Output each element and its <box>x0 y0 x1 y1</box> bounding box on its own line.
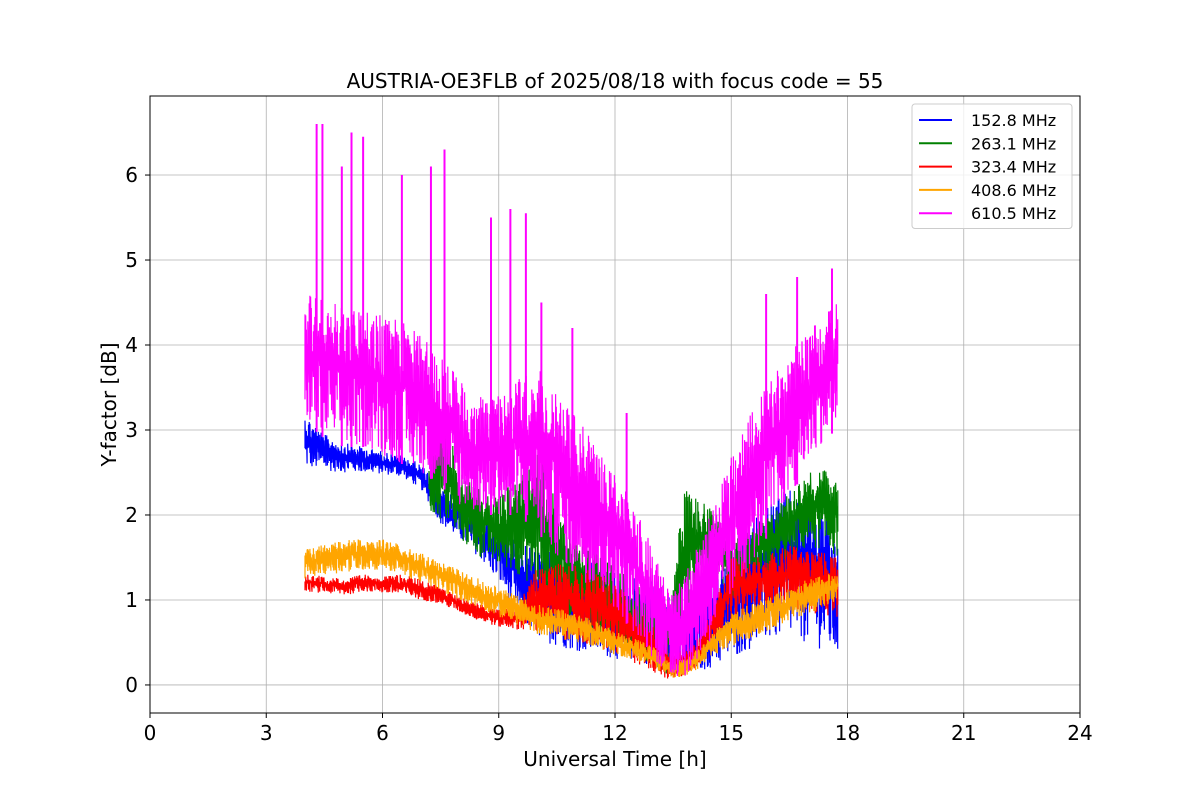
chart-title: AUSTRIA-OE3FLB of 2025/08/18 with focus … <box>347 69 884 93</box>
legend-label: 323.4 MHz <box>971 158 1056 177</box>
y-tick-label: 5 <box>125 248 138 272</box>
series-line <box>304 539 839 678</box>
series-path <box>304 539 839 678</box>
series-line <box>304 545 839 679</box>
x-axis-label: Universal Time [h] <box>523 747 706 771</box>
y-tick-label: 4 <box>125 333 138 357</box>
legend-label: 610.5 MHz <box>971 204 1056 223</box>
y-axis-label: Y-factor [dB] <box>97 342 121 467</box>
legend-label: 408.6 MHz <box>971 181 1056 200</box>
x-tick-label: 21 <box>951 721 976 745</box>
x-tick-label: 12 <box>602 721 627 745</box>
x-tick-label: 3 <box>260 721 273 745</box>
y-tick-label: 1 <box>125 588 138 612</box>
x-tick-label: 6 <box>376 721 389 745</box>
legend-label: 263.1 MHz <box>971 134 1056 153</box>
y-tick-label: 3 <box>125 418 138 442</box>
y-tick-label: 0 <box>125 673 138 697</box>
legend: 152.8 MHz 263.1 MHz 323.4 MHz 408.6 MHz 610.… <box>911 103 1073 229</box>
y-tick-label: 2 <box>125 503 138 527</box>
x-tick-label: 15 <box>719 721 744 745</box>
legend-label: 152.8 MHz <box>971 111 1056 130</box>
series-path <box>304 545 839 679</box>
series-path <box>304 295 839 677</box>
x-tick-label: 9 <box>492 721 505 745</box>
legend-box <box>911 103 1073 229</box>
series-layer <box>304 124 839 679</box>
series-line <box>304 124 839 677</box>
x-tick-label: 0 <box>144 721 157 745</box>
x-tick-label: 18 <box>835 721 860 745</box>
y-tick-label: 6 <box>125 163 138 187</box>
x-tick-label: 24 <box>1067 721 1092 745</box>
